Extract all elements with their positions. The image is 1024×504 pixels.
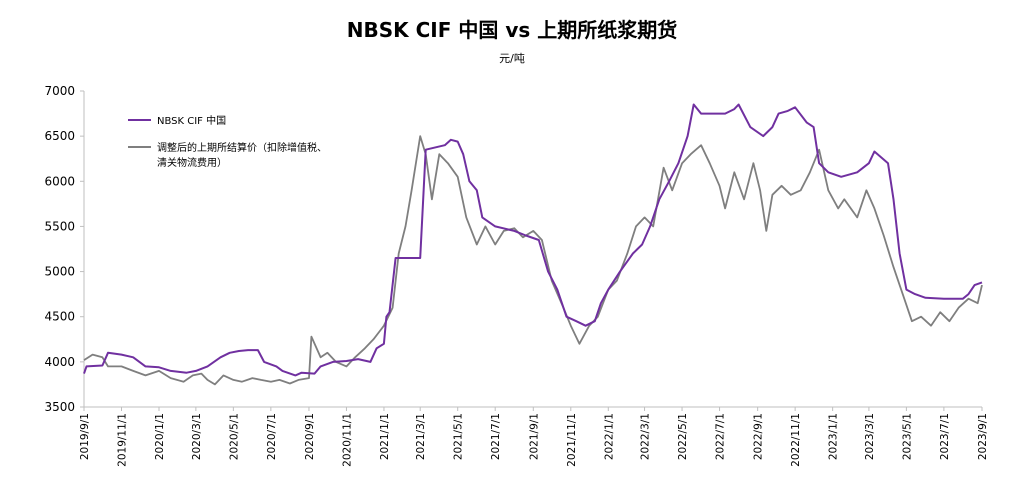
- series-line-shfe: [83, 135, 983, 386]
- x-tick-label: 2023/5/1: [901, 413, 913, 460]
- x-tick-label: 2022/3/1: [640, 413, 652, 460]
- x-tick-label: 2020/1/1: [154, 413, 166, 460]
- y-tick-label: 4500: [44, 310, 75, 324]
- x-tick-label: 2020/11/1: [341, 413, 353, 467]
- x-tick-label: 2022/7/1: [715, 413, 727, 460]
- x-tick-label: 2023/3/1: [864, 413, 876, 460]
- y-tick-label: 5500: [44, 219, 75, 233]
- x-tick-label: 2021/7/1: [490, 413, 502, 460]
- y-tick-label: 4000: [44, 355, 75, 369]
- x-tick-label: 2023/9/1: [977, 413, 989, 460]
- x-tick-label: 2021/5/1: [453, 413, 465, 460]
- y-tick-label: 6500: [44, 129, 75, 143]
- y-tick-label: 3500: [44, 400, 75, 414]
- x-axis: 2019/9/1 2019/11/1 2020/1/1 2020/3/1 2020/5/…: [79, 406, 989, 467]
- x-tick-label: 2020/9/1: [304, 413, 316, 460]
- x-tick-label: 2022/1/1: [603, 413, 615, 460]
- x-tick-label: 2023/1/1: [828, 413, 840, 460]
- x-tick-label: 2022/5/1: [677, 413, 689, 460]
- series-line-nbsk: [83, 103, 983, 377]
- x-tick-label: 2020/7/1: [266, 413, 278, 460]
- series-layer: [83, 103, 983, 386]
- x-tick-label: 2020/5/1: [228, 413, 240, 460]
- x-tick-label: 2021/1/1: [379, 413, 391, 460]
- x-tick-label: 2021/11/1: [566, 413, 578, 467]
- y-tick-label: 7000: [44, 84, 75, 98]
- x-tick-label: 2021/3/1: [415, 413, 427, 460]
- x-tick-label: 2023/7/1: [939, 413, 951, 460]
- y-tick-label: 6000: [44, 174, 75, 188]
- chart-unit-label: 元/吨: [499, 52, 525, 65]
- legend-label-shfe: 调整后的上期所结算价（扣除增值税、清关物流费用）: [157, 141, 327, 169]
- x-tick-label: 2019/11/1: [116, 413, 128, 467]
- chart-title: NBSK CIF 中国 vs 上期所纸浆期货: [346, 18, 678, 42]
- y-axis: 7000 6500 6000 5500 5000 4500 4000 3500: [44, 84, 85, 414]
- x-tick-label: 2019/9/1: [79, 413, 91, 460]
- x-tick-label: 2021/9/1: [528, 413, 540, 460]
- legend-label-nbsk: NBSK CIF 中国: [157, 114, 226, 127]
- x-tick-label: 2022/11/1: [790, 413, 802, 467]
- x-tick-label: 2020/3/1: [191, 413, 203, 460]
- y-tick-label: 5000: [44, 265, 75, 279]
- x-tick-label: 2022/9/1: [753, 413, 765, 460]
